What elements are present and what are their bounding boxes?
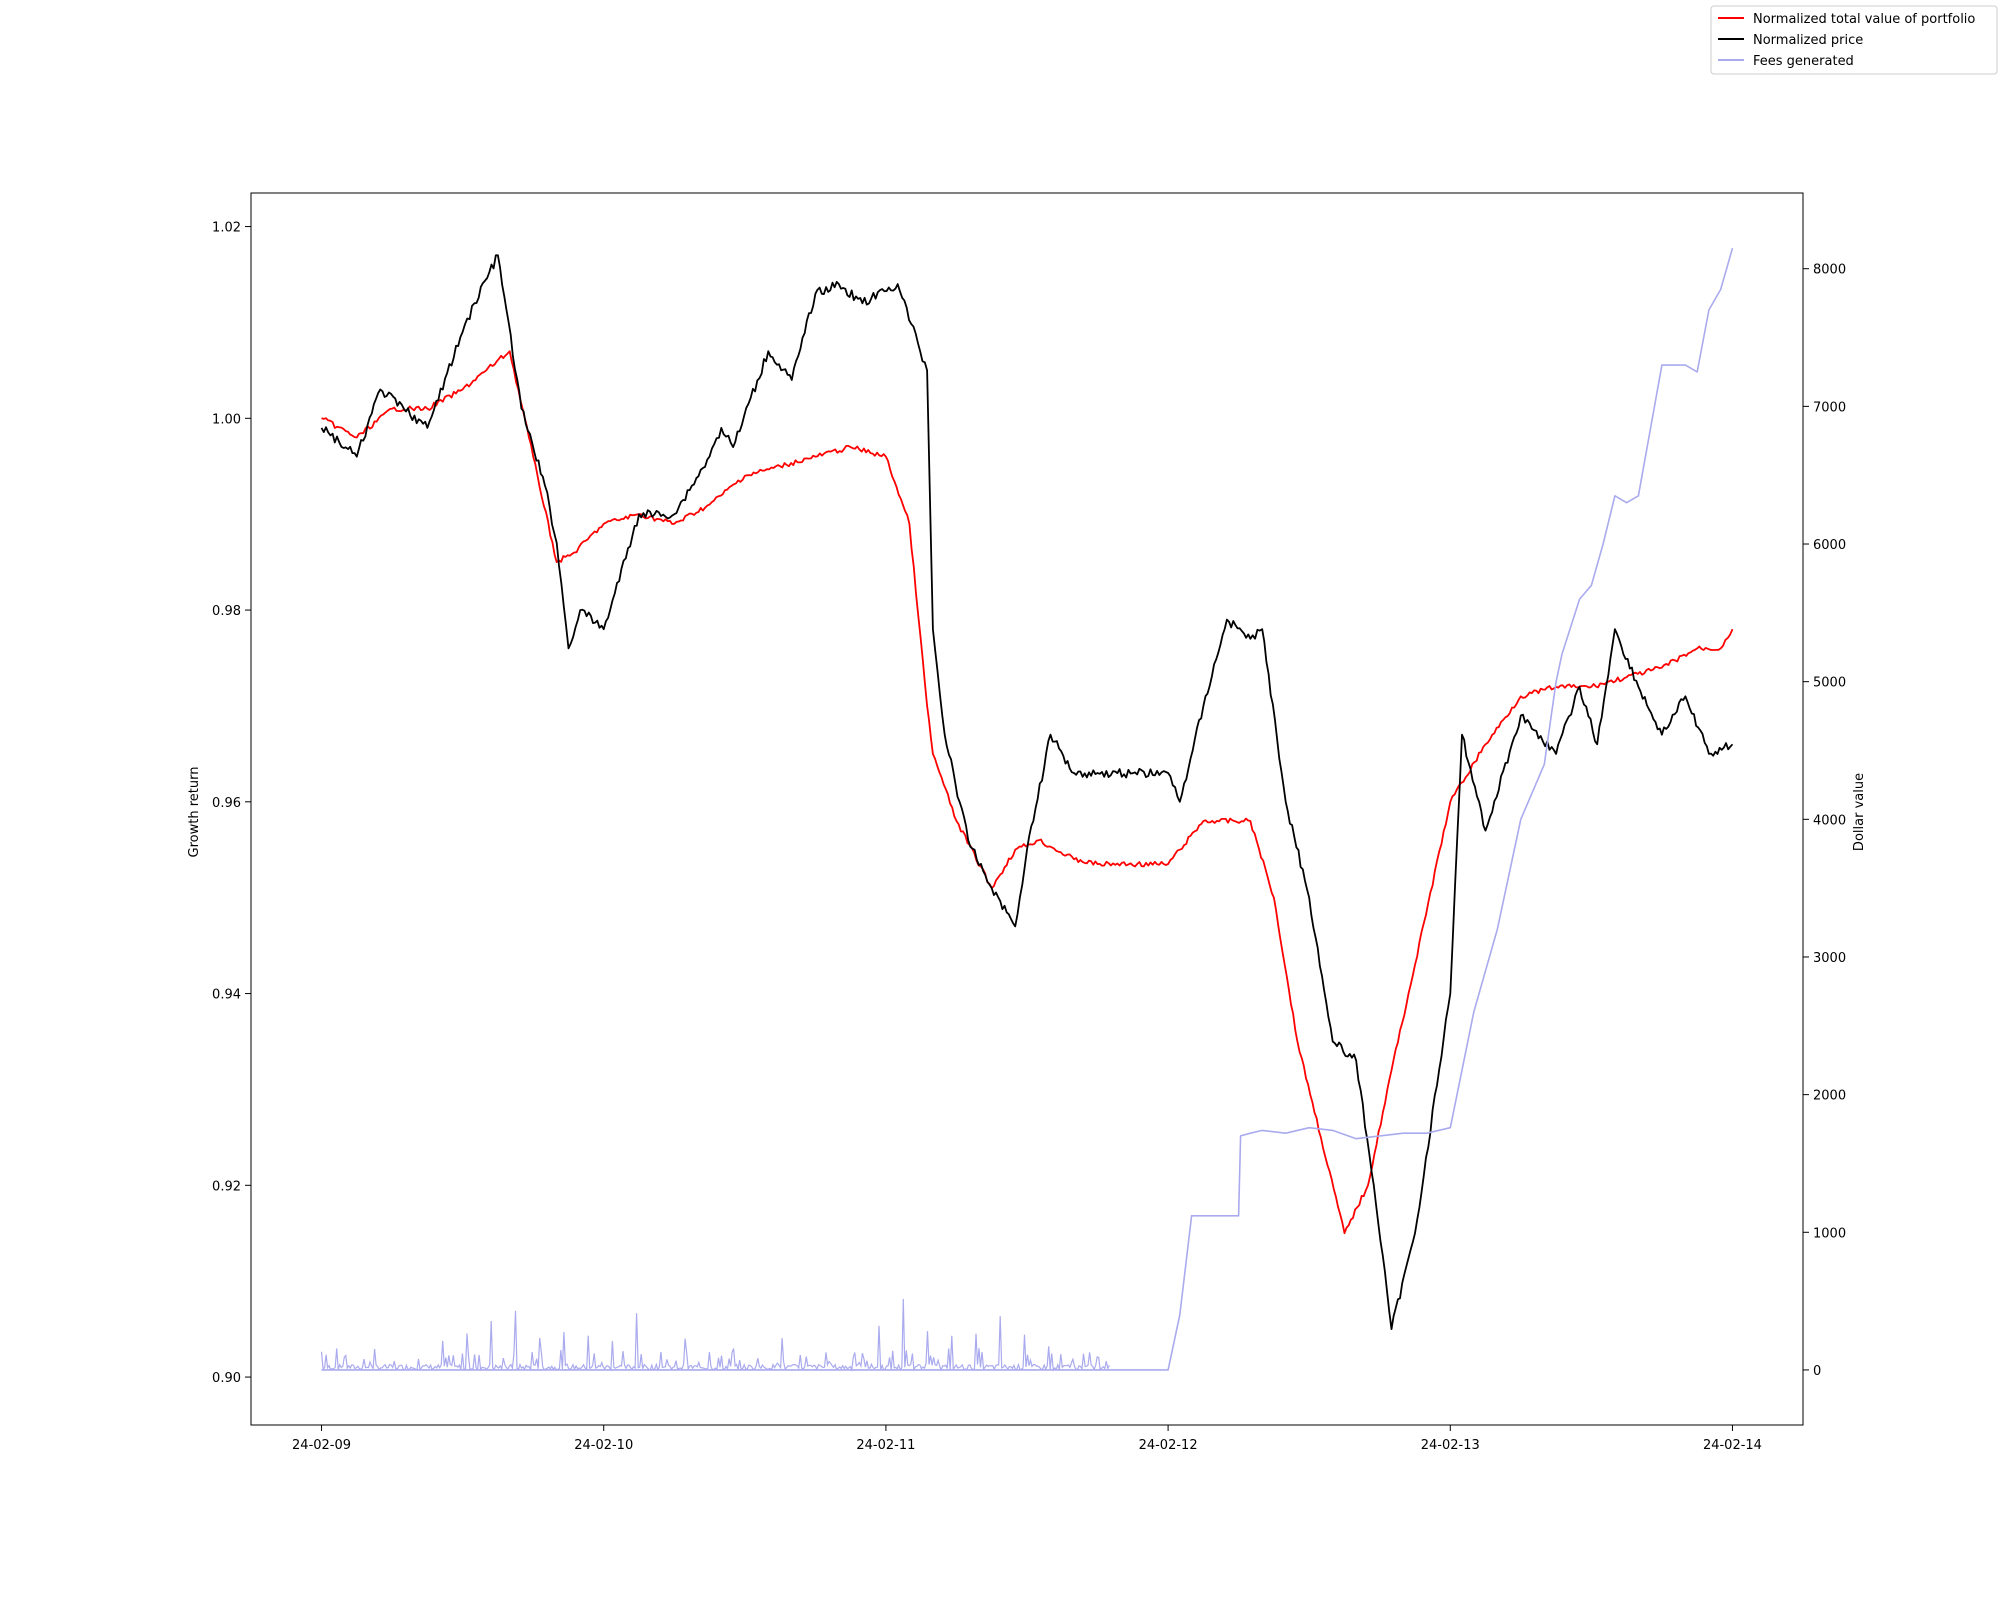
plot-frame xyxy=(250,192,1804,1426)
y-right-tick-label: 5000 xyxy=(1813,676,1846,691)
x-tick-label: 24-02-10 xyxy=(574,1438,633,1453)
legend-box xyxy=(1710,5,1998,75)
y-right-tick-label: 7000 xyxy=(1813,400,1846,415)
portfolio-value-line xyxy=(321,350,1734,1235)
y-right-tick-label: 6000 xyxy=(1813,538,1846,553)
y-right-tick-label: 2000 xyxy=(1813,1089,1846,1104)
fee-spikes-series xyxy=(320,1298,1110,1373)
y-left-tick-label: 1.00 xyxy=(212,412,241,427)
y-left-tick-label: 0.96 xyxy=(212,796,241,811)
series-layer xyxy=(320,247,1734,1371)
axes-layer: 24-02-09 24-02-10 24-02-11 24-02-12 24-02-13… xyxy=(212,192,1846,1453)
legend: Normalized total value of portfolio Norm… xyxy=(1710,5,1998,75)
price-line xyxy=(320,254,1734,1330)
y-right-tick-label: 1000 xyxy=(1813,1226,1846,1241)
y-right-tick-label: 0 xyxy=(1813,1364,1821,1379)
y-left-tick-label: 0.92 xyxy=(212,1179,241,1194)
x-tick-label: 24-02-13 xyxy=(1421,1438,1480,1453)
y-left-tick-label: 0.94 xyxy=(212,988,241,1003)
legend-label-fees: Fees generated xyxy=(1753,54,1854,69)
fees-line xyxy=(321,247,1734,1371)
x-tick-label: 24-02-11 xyxy=(856,1438,915,1453)
y-left-tick-label: 0.98 xyxy=(212,604,241,619)
y-right-tick-label: 3000 xyxy=(1813,951,1846,966)
y-right-tick-label: 4000 xyxy=(1813,813,1846,828)
y-left-axis-title: Growth return xyxy=(187,767,202,858)
y-left-tick-label: 1.02 xyxy=(212,221,241,236)
y-left-tick-label: 0.90 xyxy=(212,1371,241,1386)
legend-label-price: Normalized price xyxy=(1753,33,1863,48)
y-right-tick-label: 8000 xyxy=(1813,263,1846,278)
x-tick-label: 24-02-14 xyxy=(1703,1438,1762,1453)
x-tick-label: 24-02-09 xyxy=(292,1438,351,1453)
y-right-axis-title: Dollar value xyxy=(1852,773,1867,851)
x-tick-label: 24-02-12 xyxy=(1139,1438,1198,1453)
legend-label-portfolio: Normalized total value of portfolio xyxy=(1753,12,1975,27)
fee-spike-line xyxy=(320,1298,1110,1373)
